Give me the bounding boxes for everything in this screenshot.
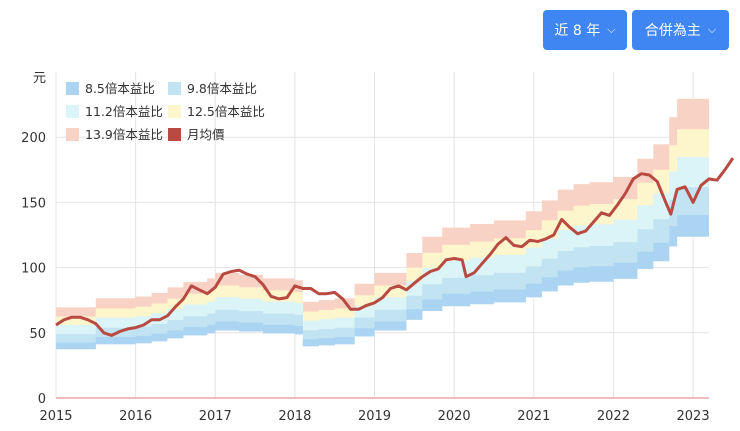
price-line-group [55, 157, 735, 337]
pe-band-3 [56, 125, 709, 350]
range-dropdown-button[interactable]: 近 8 年 ⌵ [543, 10, 627, 50]
x-tick-label: 2022 [597, 409, 630, 424]
x-tick-label: 2015 [39, 409, 72, 424]
chart-axes: 元 0 50 100 150 200 2015 2016 2017 2018 2019 2020 20… [21, 71, 709, 424]
legend-label: 12.5倍本益比 [187, 104, 265, 119]
y-tick-label: 50 [29, 327, 46, 342]
pe-band-2 [56, 154, 709, 350]
basis-dropdown-label: 合併為主 [644, 23, 701, 39]
chart-legend: 8.5倍本益比 9.8倍本益比 11.2倍本益比 12.5倍本益比 13.9倍本益比 月均… [66, 81, 265, 142]
monthly-avg-price-line [55, 157, 735, 337]
legend-label: 11.2倍本益比 [85, 104, 163, 119]
legend-label: 8.5倍本益比 [85, 81, 155, 96]
y-tick-label: 100 [21, 262, 46, 277]
x-tick-label: 2018 [278, 409, 311, 424]
range-dropdown-label: 近 8 年 [554, 23, 601, 39]
pe-band-1 [56, 184, 709, 350]
legend-swatch [66, 105, 79, 118]
x-tick-label: 2021 [517, 409, 550, 424]
pe-bands [56, 95, 709, 350]
x-tick-label: 2020 [438, 409, 471, 424]
y-axis-label: 元 [33, 71, 46, 86]
y-tick-label: 0 [38, 392, 46, 407]
x-tick-label: 2019 [358, 409, 391, 424]
legend-swatch [66, 128, 79, 141]
legend-swatch [168, 128, 181, 141]
y-tick-label: 200 [21, 131, 46, 146]
legend-label: 月均價 [187, 127, 225, 142]
chevron-down-icon: ⌵ [707, 23, 717, 36]
basis-dropdown-button[interactable]: 合併為主 ⌵ [632, 10, 729, 50]
legend-label: 9.8倍本益比 [187, 81, 257, 96]
x-tick-label: 2016 [119, 409, 152, 424]
legend-swatch [168, 105, 181, 118]
x-tick-label: 2023 [677, 409, 710, 424]
x-tick-label: 2017 [199, 409, 232, 424]
legend-label: 13.9倍本益比 [85, 127, 163, 142]
legend-swatch [168, 82, 181, 95]
legend-swatch [66, 82, 79, 95]
y-tick-label: 150 [21, 196, 46, 211]
pe-band-0 [56, 212, 709, 350]
chevron-down-icon: ⌵ [607, 23, 616, 36]
